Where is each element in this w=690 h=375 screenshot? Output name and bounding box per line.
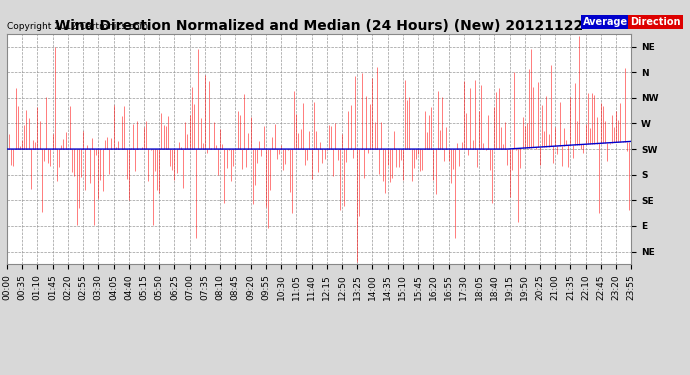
Text: Direction: Direction (630, 17, 680, 27)
Text: Copyright 2012 Cartronics.com: Copyright 2012 Cartronics.com (7, 22, 148, 32)
Text: Average: Average (583, 17, 628, 27)
Title: Wind Direction Normalized and Median (24 Hours) (New) 20121122: Wind Direction Normalized and Median (24… (55, 19, 583, 33)
